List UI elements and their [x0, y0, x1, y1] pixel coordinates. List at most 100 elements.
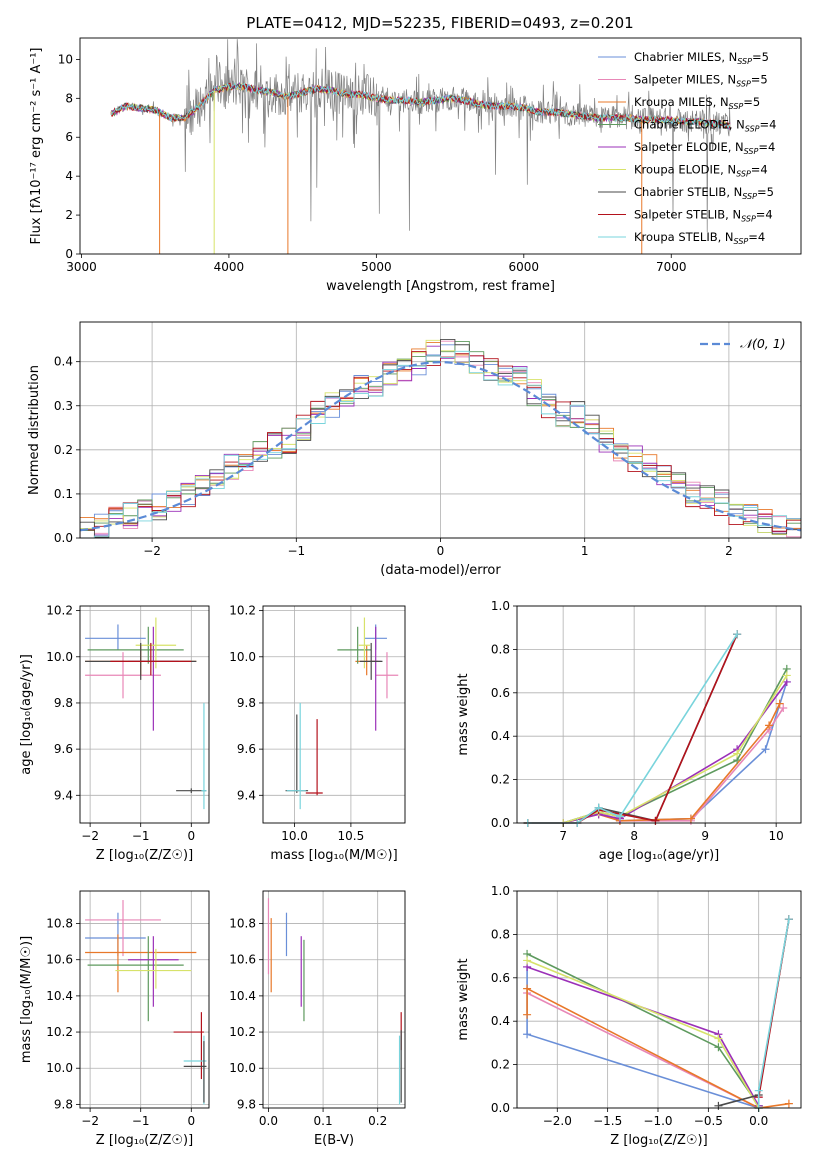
axes-frame	[516, 890, 802, 1109]
plus-marker	[714, 1034, 723, 1043]
legend-text: Salpeter STELIB, N	[634, 208, 741, 222]
y-tick-label: 0.0	[491, 1101, 510, 1115]
axes-frame	[79, 321, 802, 539]
plot-area-spectrum	[110, 39, 731, 254]
y-tick-label: 10	[58, 52, 73, 66]
legend-text: =4	[760, 118, 777, 132]
y-tick-label: 10.0	[46, 1061, 73, 1075]
plot-area-age_vs_Z	[85, 617, 207, 810]
legend-label: Kroupa STELIB, NSSP=4	[634, 230, 765, 246]
plus-marker	[782, 671, 791, 680]
plus-marker	[765, 721, 774, 730]
x-tick-label: 8	[630, 829, 638, 843]
x-tick-label: −1	[287, 544, 305, 558]
y-tick-label: 0.4	[491, 729, 510, 743]
y-tick-label: 10.0	[46, 650, 73, 664]
plus-marker	[523, 984, 532, 993]
legend-subscript: SSP	[744, 147, 759, 156]
x-tick-label: 7	[559, 829, 567, 843]
x-tick-label: −1.5	[593, 1114, 622, 1128]
legend-label: Chabrier ELODIE, NSSP=4	[634, 118, 776, 134]
plus-marker	[686, 814, 695, 823]
y-tick-label: 0.0	[54, 531, 73, 545]
errorbar-point	[305, 719, 323, 796]
y-tick-label: 0.2	[491, 1058, 510, 1072]
legend-text: =4	[756, 208, 773, 222]
legend-text: Kroupa MILES, N	[634, 95, 729, 109]
residual-legend: 𝒩(0, 1)	[700, 336, 786, 351]
x-axis-label: Z [log₁₀(Z/Z☉)]	[96, 848, 193, 863]
x-axis-label: E(B-V)	[314, 1133, 354, 1148]
x-tick-label: 0.1	[314, 1114, 333, 1128]
errorbar-point	[110, 642, 192, 676]
x-axis-label: mass [log₁₀(M/M☉)]	[270, 848, 397, 863]
legend-text: =4	[758, 140, 775, 154]
y-tick-label: 0.3	[54, 399, 73, 413]
y-tick-label: 10.2	[46, 1025, 73, 1039]
y-tick-label: 10.0	[229, 1061, 256, 1075]
y-tick-label: 0.0	[491, 816, 510, 830]
errorbar-point	[183, 1041, 207, 1103]
legend-label: 𝒩(0, 1)	[740, 336, 786, 351]
x-tick-label: −2	[81, 829, 99, 843]
y-tick-label: 9.4	[237, 788, 256, 802]
y-axis-label: mass weight	[456, 958, 471, 1040]
legend-text: Kroupa ELODIE, N	[634, 163, 736, 177]
x-axis-label: (data-model)/error	[380, 563, 501, 578]
legend-text: =5	[757, 185, 774, 199]
panel-mass_weight_vs_age: 7 8 9 10 0.0 0.2 0.4 0.6 0.8 1.0 age [log₁₀(age/yr…	[456, 599, 802, 863]
y-tick-label: 0.6	[491, 686, 510, 700]
y-tick-label: 10.4	[46, 989, 73, 1003]
axes-frame	[79, 37, 802, 255]
y-tick-label: 0.8	[491, 927, 510, 941]
x-tick-label: 10.0	[281, 829, 308, 843]
x-tick-label: −1	[132, 1114, 150, 1128]
errorbar-point	[375, 652, 399, 699]
y-tick-label: 10.0	[229, 650, 256, 664]
y-tick-label: 2	[65, 208, 73, 222]
y-tick-label: 10.2	[46, 604, 73, 618]
plus-marker	[733, 749, 742, 758]
y-tick-label: 10.8	[229, 917, 256, 931]
panel-age_vs_Z: −2 −1 0 9.4 9.6 9.8 10.0 10.2 Z [log₁₀(Z/Z☉)] age…	[19, 604, 210, 863]
legend-label: Salpeter MILES, NSSP=5	[634, 73, 768, 89]
legend-label: Salpeter ELODIE, NSSP=4	[634, 140, 775, 156]
plus-marker	[523, 1030, 532, 1039]
y-axis-label: Normed distribution	[27, 365, 42, 495]
x-tick-label: −1	[132, 829, 150, 843]
plus-marker	[714, 1101, 723, 1110]
plot-area-mass_vs_ebv	[267, 898, 402, 1105]
x-tick-label: 7000	[656, 260, 687, 274]
legend-subscript: SSP	[736, 80, 751, 89]
plus-marker	[523, 1010, 532, 1019]
x-tick-label: −1.0	[643, 1114, 672, 1128]
y-tick-label: 0.4	[491, 1014, 510, 1028]
plus-marker	[784, 1099, 793, 1108]
x-tick-label: −2	[143, 544, 161, 558]
x-tick-label: 3000	[66, 260, 97, 274]
normal-distribution-curve	[80, 360, 801, 532]
x-tick-label: −2.0	[543, 1114, 572, 1128]
errorbar-point	[173, 1012, 204, 1080]
y-tick-label: 9.8	[54, 696, 73, 710]
panel-spectrum: 3000 4000 5000 6000 7000 0 2 4 6 8 10 wavelength [A…	[29, 37, 802, 294]
x-axis-label: Z [log₁₀(Z/Z☉)]	[96, 1133, 193, 1148]
legend-text: =5	[751, 73, 768, 87]
errorbar-point	[358, 617, 371, 669]
legend-text: =5	[752, 50, 769, 64]
plus-marker	[733, 630, 742, 639]
axes-frame	[79, 605, 210, 824]
y-tick-label: 0.6	[491, 971, 510, 985]
legend-text: =4	[748, 230, 765, 244]
x-tick-label: 0.0	[259, 1114, 278, 1128]
legend-subscript: SSP	[737, 57, 752, 66]
y-tick-label: 10.6	[46, 953, 73, 967]
x-tick-label: 6000	[509, 260, 540, 274]
legend-text: Chabrier STELIB, N	[634, 185, 742, 199]
legend-label: Kroupa MILES, NSSP=5	[634, 95, 760, 111]
axes-frame	[516, 605, 802, 824]
y-tick-label: 0.4	[54, 355, 73, 369]
x-tick-label: 1	[581, 544, 589, 558]
legend-text: =4	[751, 163, 768, 177]
